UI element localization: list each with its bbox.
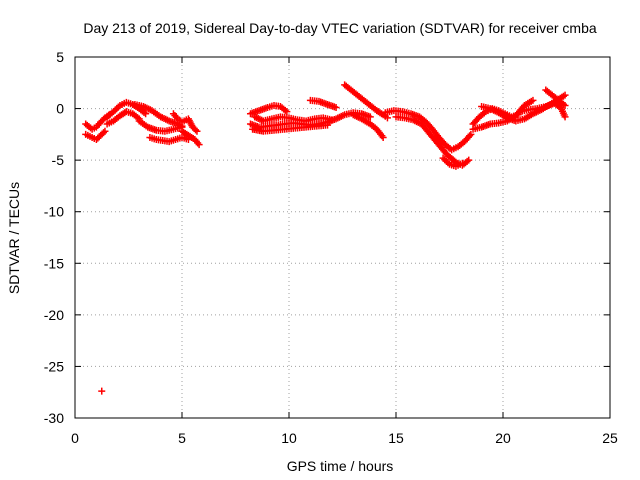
data-point (332, 104, 340, 112)
data-point-trail (192, 126, 200, 134)
data-point (283, 108, 291, 116)
y-tick-label: -10 (44, 204, 64, 220)
axis-ticks (74, 56, 611, 419)
data-point (324, 121, 332, 129)
data-point (529, 96, 537, 104)
data-point (328, 116, 336, 124)
y-tick-label: -30 (44, 410, 64, 426)
y-tick-label: -15 (44, 255, 64, 271)
y-tick-labels: 5 0 -5 -10 -15 -20 -25 -30 (44, 49, 64, 426)
data-point (465, 156, 473, 164)
plot-frame (74, 56, 611, 419)
data-point-trail (100, 115, 108, 123)
y-axis-label: SDTVAR / TECUs (6, 182, 22, 294)
y-tick-label: 5 (56, 49, 64, 65)
data-point (195, 141, 203, 149)
y-tick-label: -25 (44, 358, 64, 374)
data-point (142, 110, 150, 118)
data-point (366, 113, 374, 121)
x-tick-label: 25 (602, 430, 618, 446)
x-tick-label: 15 (388, 430, 404, 446)
x-tick-label: 0 (71, 430, 79, 446)
data-point (458, 159, 466, 167)
y-tick-label: -20 (44, 307, 64, 323)
y-tick-label: -5 (52, 152, 65, 168)
x-tick-label: 20 (495, 430, 511, 446)
data-point-trail (466, 132, 474, 140)
data-point (193, 127, 201, 135)
data-point (98, 387, 106, 395)
x-tick-label: 10 (281, 430, 297, 446)
y-tick-label: 0 (56, 101, 64, 117)
x-tick-labels: 0 5 10 15 20 25 (71, 430, 618, 446)
data-point-trail (100, 129, 108, 137)
data-point (561, 101, 569, 109)
x-tick-label: 5 (178, 430, 186, 446)
data-point (101, 127, 109, 135)
data-point (379, 133, 387, 141)
data-point (561, 91, 569, 99)
data-point (467, 130, 475, 138)
chart-title: Day 213 of 2019, Sidereal Day-to-day VTE… (83, 20, 596, 36)
data-points (82, 81, 569, 395)
data-point (561, 113, 569, 121)
x-axis-label: GPS time / hours (287, 458, 394, 474)
